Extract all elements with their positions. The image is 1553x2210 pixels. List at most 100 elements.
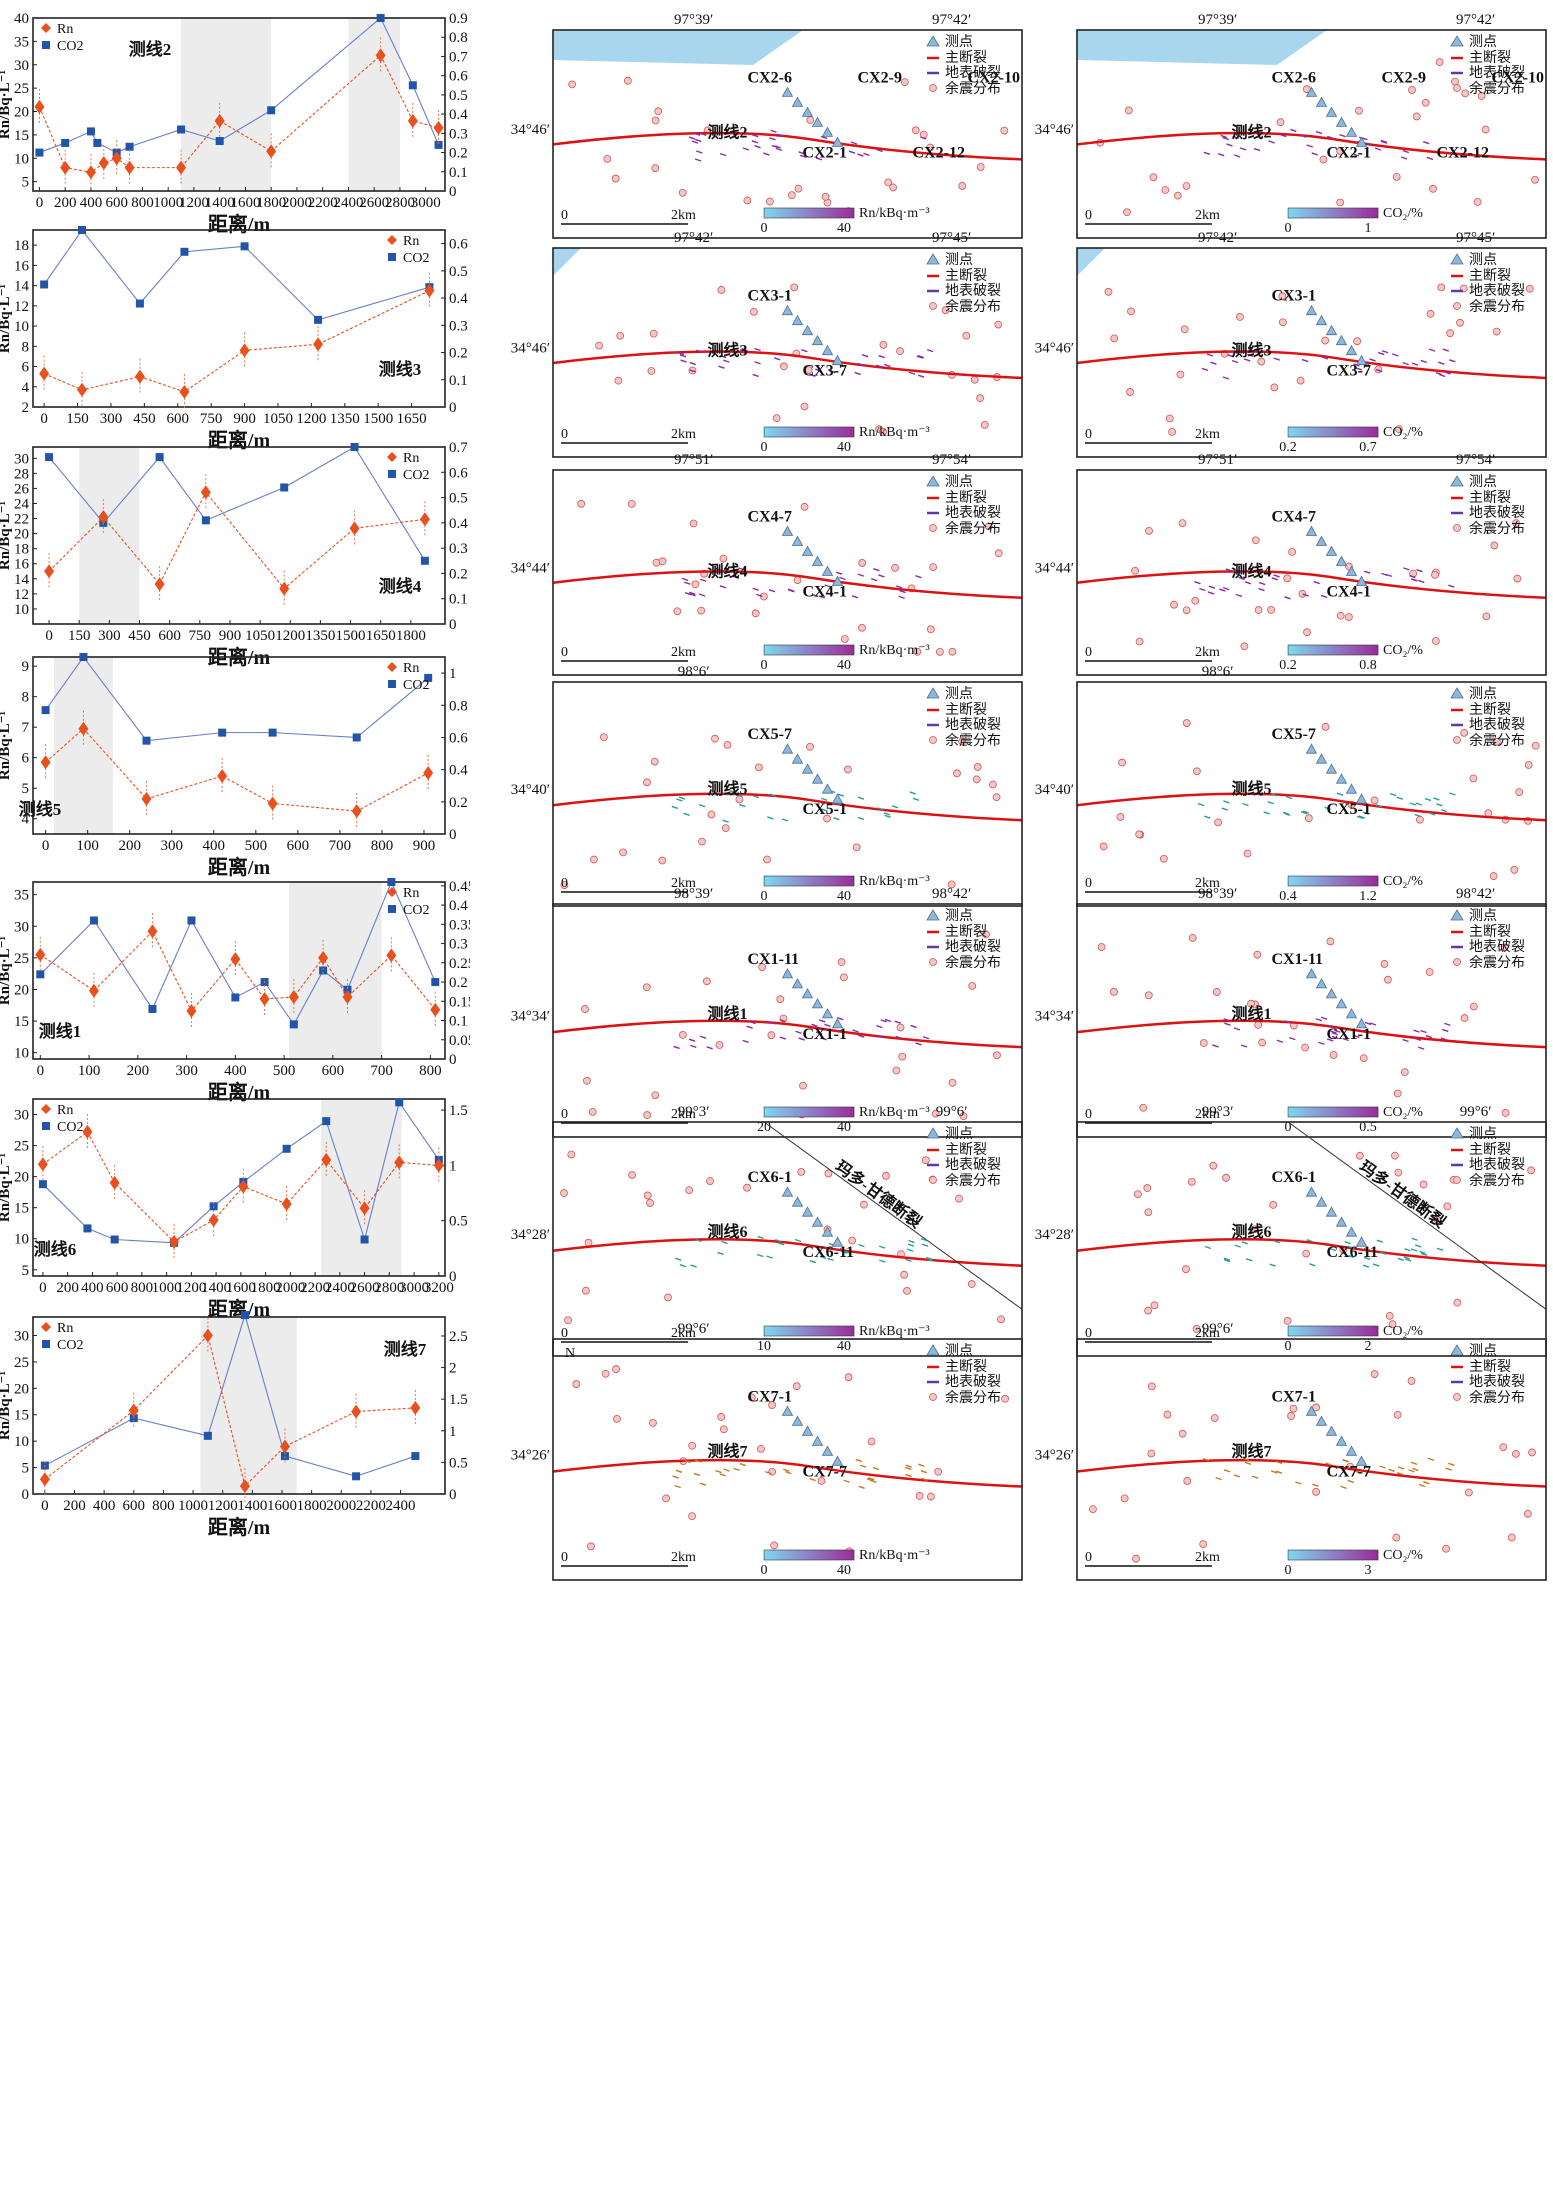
aftershock-point	[1437, 283, 1446, 292]
aftershock-point	[581, 1286, 590, 1295]
main-fault-line	[552, 350, 1023, 380]
aftershock-point	[953, 769, 961, 778]
aftershock-point	[611, 174, 620, 183]
aftershock-point	[1531, 175, 1539, 184]
survey-point	[1335, 1435, 1348, 1446]
surface-rupture-mark	[1289, 1036, 1296, 1041]
survey-point	[791, 753, 804, 764]
survey-point	[821, 565, 834, 576]
x-tick-label: 200	[118, 838, 141, 854]
aftershock-point	[743, 196, 752, 205]
survey-point	[1315, 314, 1328, 326]
aftershock-point	[1469, 1002, 1478, 1011]
aftershock-point	[703, 126, 712, 135]
rn-point	[109, 1175, 120, 1190]
surface-rupture-mark	[809, 1477, 816, 1482]
surface-rupture-mark	[1268, 140, 1275, 144]
aftershock-point	[595, 341, 603, 350]
y-tick-label: 18	[14, 238, 29, 254]
survey-point-label: CX7-1	[1272, 1388, 1316, 1405]
x-tick-label: 1800	[256, 195, 286, 211]
surface-rupture-mark	[1444, 1022, 1451, 1027]
aftershock-point	[994, 320, 1003, 329]
aftershock-point	[1419, 1180, 1428, 1189]
aftershock-point	[560, 1189, 568, 1197]
scale-zero-label: 0	[561, 876, 568, 891]
aftershock-point	[1289, 1021, 1298, 1030]
surface-rupture-mark	[1222, 586, 1230, 591]
surface-rupture-mark	[834, 801, 841, 805]
surface-rupture-mark	[883, 812, 891, 816]
main-fault-line	[552, 131, 1023, 161]
surface-rupture-mark	[722, 819, 729, 823]
surface-rupture-mark	[908, 371, 916, 375]
aftershock-point	[806, 742, 814, 751]
aftershock-point	[907, 584, 916, 593]
surface-rupture-mark	[1242, 802, 1249, 807]
x-tick-label: 1200	[296, 411, 326, 427]
co2-point	[282, 1144, 291, 1153]
aftershock-point	[926, 625, 935, 634]
legend-point-marker	[926, 1344, 940, 1356]
surface-rupture-mark	[679, 1263, 687, 1268]
survey-point	[791, 978, 804, 989]
y2-tick-label: 0.5	[449, 88, 468, 104]
surface-rupture-mark	[891, 805, 899, 809]
surface-rupture-mark	[1290, 128, 1297, 133]
scale-zero-label: 0	[561, 427, 568, 442]
surface-rupture-mark	[1377, 351, 1385, 356]
surface-rupture-mark	[1233, 570, 1241, 574]
surface-rupture-mark	[681, 577, 689, 582]
legend-point-marker	[926, 687, 940, 699]
aftershock-point	[743, 1183, 751, 1192]
surface-rupture-mark	[673, 1045, 680, 1050]
x-tick-label: 1800	[396, 628, 426, 644]
legend-rupture-label: 地表破裂	[945, 1374, 1001, 1390]
y2-tick-label: 0	[449, 184, 457, 200]
survey-point	[811, 773, 824, 784]
surface-rupture-mark	[860, 1464, 867, 1468]
surface-rupture-mark	[1363, 570, 1371, 574]
aftershock-point	[689, 519, 698, 528]
aftershock-point	[1289, 1404, 1298, 1413]
surface-rupture-mark	[1330, 1030, 1337, 1034]
longitude-label: 99°6′	[1460, 1104, 1492, 1120]
rn-point	[313, 337, 324, 352]
survey-line-name: 测线1	[39, 1021, 82, 1041]
aftershock-point	[583, 1076, 591, 1085]
survey-line-label: 测线6	[708, 1222, 748, 1241]
y-tick-label: 25	[14, 1355, 29, 1371]
aftershock-point	[603, 155, 612, 163]
y2-tick-label: 0.2	[449, 795, 468, 811]
aftershock-point	[1199, 1540, 1208, 1549]
x-tick-label: 800	[131, 195, 154, 211]
aftershock-point	[840, 973, 848, 982]
aftershock-point	[1253, 950, 1262, 959]
x-tick-label: 700	[370, 1063, 393, 1079]
survey-line-label: 测线7	[1232, 1441, 1272, 1460]
x-tick-label: 1350	[330, 411, 360, 427]
surface-rupture-mark	[899, 589, 906, 594]
surface-rupture-mark	[1203, 151, 1211, 155]
aftershock-point	[1144, 1208, 1153, 1217]
co2-point	[434, 140, 443, 149]
aftershock-point	[1380, 960, 1389, 968]
aftershock-point	[1191, 596, 1200, 605]
aftershock-point	[790, 283, 799, 292]
surface-rupture-mark	[719, 152, 727, 157]
survey-line-label: 测线1	[1232, 1004, 1272, 1023]
surface-rupture-mark	[915, 1042, 922, 1046]
survey-point	[1305, 525, 1318, 536]
legend-rupture-label: 地表破裂	[1469, 283, 1525, 299]
y2-tick-label: 0.05	[449, 1033, 470, 1049]
legend-rupture-label: 地表破裂	[945, 1157, 1001, 1173]
x-tick-label: 1500	[336, 628, 366, 644]
survey-point	[781, 525, 794, 536]
x-tick-label: 1000	[178, 1498, 208, 1514]
legend-points-label: 测点	[945, 1126, 973, 1142]
surface-rupture-mark	[769, 1021, 777, 1025]
survey-point	[791, 535, 804, 546]
survey-point	[1355, 1236, 1368, 1247]
aftershock-point	[643, 778, 651, 787]
aftershock-point	[844, 207, 853, 216]
